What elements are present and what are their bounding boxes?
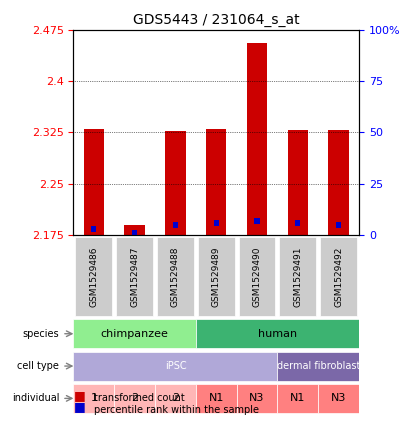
Bar: [277, 384, 318, 413]
Bar: [237, 384, 277, 413]
Text: ■: ■: [73, 389, 85, 402]
Bar: [277, 352, 359, 381]
FancyBboxPatch shape: [116, 237, 153, 316]
FancyBboxPatch shape: [279, 237, 316, 316]
Text: GSM1529492: GSM1529492: [334, 246, 343, 307]
Bar: [124, 225, 145, 235]
Text: chimpanzee: chimpanzee: [101, 329, 169, 339]
Text: dermal fibroblast: dermal fibroblast: [277, 361, 360, 371]
Bar: [84, 129, 104, 235]
FancyBboxPatch shape: [239, 237, 275, 316]
FancyBboxPatch shape: [198, 237, 235, 316]
Bar: [295, 220, 300, 226]
Bar: [114, 384, 155, 413]
Bar: [165, 131, 186, 235]
Text: transformed count: transformed count: [94, 393, 184, 403]
Text: N1: N1: [290, 393, 306, 404]
Text: percentile rank within the sample: percentile rank within the sample: [94, 404, 259, 415]
FancyBboxPatch shape: [157, 237, 194, 316]
Bar: [73, 384, 114, 413]
Text: N3: N3: [249, 393, 265, 404]
Bar: [196, 384, 237, 413]
Bar: [196, 319, 359, 348]
Bar: [73, 319, 196, 348]
Bar: [155, 384, 196, 413]
Bar: [206, 129, 226, 235]
FancyBboxPatch shape: [320, 237, 357, 316]
Bar: [173, 222, 178, 228]
Bar: [336, 222, 341, 228]
Bar: [288, 130, 308, 235]
Text: GSM1529486: GSM1529486: [89, 246, 98, 307]
Text: species: species: [22, 329, 59, 339]
Text: individual: individual: [12, 393, 59, 404]
Bar: [318, 384, 359, 413]
Text: GSM1529489: GSM1529489: [212, 246, 221, 307]
Bar: [91, 226, 96, 232]
Text: cell type: cell type: [17, 361, 59, 371]
Text: 2: 2: [172, 393, 179, 404]
Text: GSM1529488: GSM1529488: [171, 246, 180, 307]
Text: human: human: [258, 329, 297, 339]
Title: GDS5443 / 231064_s_at: GDS5443 / 231064_s_at: [133, 13, 299, 27]
Bar: [328, 130, 349, 235]
Text: GSM1529490: GSM1529490: [253, 246, 262, 307]
Text: 2: 2: [131, 393, 138, 404]
Bar: [132, 230, 137, 236]
Text: iPSC: iPSC: [164, 361, 186, 371]
Bar: [255, 218, 259, 224]
FancyBboxPatch shape: [75, 237, 112, 316]
Text: GSM1529487: GSM1529487: [130, 246, 139, 307]
Text: N1: N1: [208, 393, 224, 404]
Text: 1: 1: [90, 393, 98, 404]
Bar: [73, 352, 277, 381]
Bar: [247, 43, 267, 235]
Text: GSM1529491: GSM1529491: [293, 246, 302, 307]
Text: ■: ■: [73, 400, 85, 413]
Text: N3: N3: [331, 393, 346, 404]
Bar: [214, 220, 219, 226]
